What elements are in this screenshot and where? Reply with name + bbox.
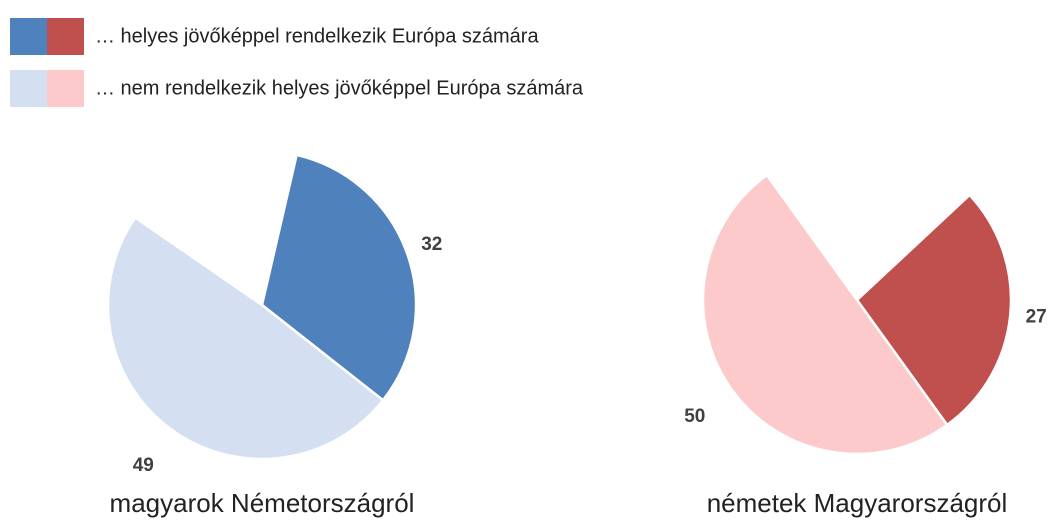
data-label: 50 [684,406,705,427]
pie-slice [701,173,949,456]
chart-title: magyarok Németországról [110,488,415,518]
pie-slice [855,193,1013,427]
legend-swatch [47,70,84,107]
data-label: 32 [421,234,442,255]
pie-slice [260,153,418,402]
chart-title: németek Magyarországról [707,488,1008,518]
data-label: 27 [1026,307,1047,328]
legend-swatch [47,18,84,55]
legend-swatch [10,18,47,55]
data-label: 49 [133,455,154,476]
legend-swatch [10,70,47,107]
legend-label: … nem rendelkezik helyes jövőképpel Euró… [95,77,584,99]
pie-slice [106,216,385,461]
legend-label: … helyes jövőképpel rendelkezik Európa s… [95,25,539,47]
